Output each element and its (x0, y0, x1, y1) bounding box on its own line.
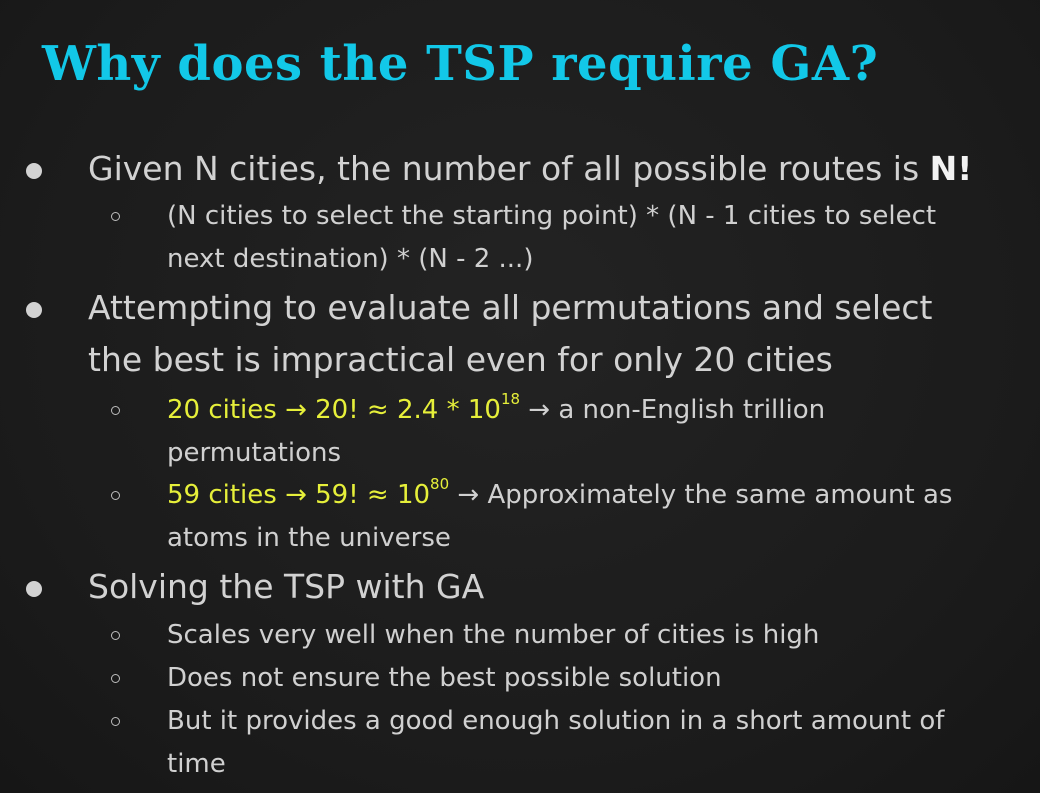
subitem-2-2-line2: atoms in the universe (167, 523, 451, 553)
subbullet-circle-icon (111, 717, 120, 726)
slide-title: Why does the TSP require GA? (42, 36, 879, 92)
bullet-dot-icon (26, 302, 42, 318)
exponent: 80 (430, 475, 450, 494)
subbullet-circle-icon (111, 631, 120, 640)
bullet-dot-icon (26, 163, 42, 179)
subitem-2-2-rest: → Approximately the same amount as (449, 480, 953, 510)
subbullet-circle-icon (111, 491, 120, 500)
subitem-2-1-line1: 20 cities → 20! ≈ 2.4 * 1018 → a non-Eng… (167, 389, 825, 431)
bullet-2-line2: the best is impractical even for only 20… (88, 340, 833, 379)
subitem-2-2-highlight: 59 cities → 59! ≈ 1080 (167, 475, 450, 510)
subbullet-circle-icon (111, 212, 120, 221)
subitem-1-1-line1: (N cities to select the starting point) … (167, 201, 937, 231)
subbullet-circle-icon (111, 406, 120, 415)
subitem-2-2-line1: 59 cities → 59! ≈ 1080 → Approximately t… (167, 474, 952, 516)
subitem-1-1-line2: next destination) * (N - 2 ...) (167, 244, 534, 274)
bullet-1-emphasis: N! (929, 149, 973, 188)
bullet-dot-icon (26, 581, 42, 597)
bullet-3-text: Solving the TSP with GA (88, 567, 485, 606)
subitem-3-1: Scales very well when the number of citi… (167, 620, 820, 650)
subitem-2-1-rest: → a non-English trillion (520, 395, 826, 425)
subitem-3-2: Does not ensure the best possible soluti… (167, 663, 722, 693)
subitem-3-3-line2: time (167, 749, 226, 779)
bullet-1-label: Given N cities, the number of all possib… (88, 149, 930, 188)
subbullet-circle-icon (111, 674, 120, 683)
bullet-2-line1: Attempting to evaluate all permutations … (88, 288, 933, 327)
subitem-2-1-line2: permutations (167, 438, 342, 468)
subitem-2-1-highlight: 20 cities → 20! ≈ 2.4 * 1018 (167, 390, 521, 425)
bullet-1-text: Given N cities, the number of all possib… (88, 144, 972, 194)
subitem-3-3-line1: But it provides a good enough solution i… (167, 706, 945, 736)
exponent: 18 (500, 390, 521, 409)
